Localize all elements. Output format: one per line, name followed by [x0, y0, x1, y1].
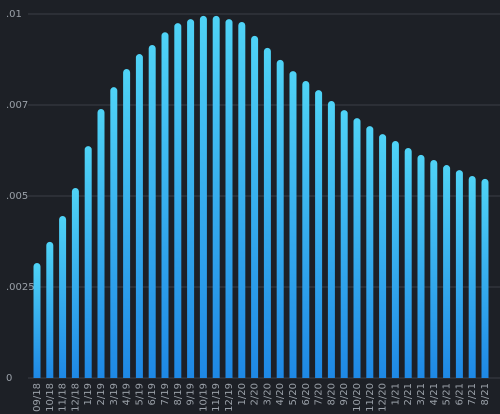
x-tick-label: 11/19	[211, 383, 222, 412]
bar	[161, 32, 169, 378]
x-tick-label: 10/18	[45, 383, 56, 412]
bar	[276, 59, 284, 378]
bar	[148, 44, 156, 378]
x-tick-label: 7/20	[314, 383, 325, 405]
bar	[302, 80, 310, 378]
bar	[481, 178, 489, 378]
x-tick-label: 09/18	[32, 383, 43, 412]
x-tick-label: 10/20	[352, 383, 363, 412]
x-tick-label: 10/19	[198, 383, 209, 412]
x-tick-label: 6/21	[454, 383, 465, 405]
x-tick-label: 6/20	[301, 383, 312, 405]
x-tick-label: 7/19	[160, 383, 171, 405]
x-tick-label: 4/20	[275, 383, 286, 405]
bar	[110, 87, 118, 378]
bar	[443, 165, 451, 378]
bar	[199, 15, 207, 378]
bar	[315, 90, 323, 379]
bar	[327, 100, 335, 379]
y-tick-label: .01	[6, 9, 22, 20]
bar	[33, 262, 41, 378]
bar	[251, 35, 259, 379]
x-tick-label: 3/21	[416, 383, 427, 405]
bar	[238, 22, 246, 379]
x-tick-label: 2/21	[403, 383, 414, 405]
bar	[366, 126, 374, 379]
bar	[212, 15, 220, 378]
x-tick-label: 12/20	[378, 383, 389, 412]
bar	[340, 110, 348, 378]
y-tick-label: .007	[6, 100, 28, 111]
bar	[379, 134, 387, 378]
x-tick-label: 2/20	[250, 383, 261, 405]
x-tick-label: 7/21	[467, 383, 478, 405]
x-tick-label: 12/19	[224, 383, 235, 412]
x-tick-label: 8/19	[173, 383, 184, 405]
x-tick-label: 5/19	[134, 383, 145, 405]
bar	[289, 71, 297, 378]
x-tick-label: 2/19	[96, 383, 107, 405]
bar	[353, 118, 361, 378]
x-tick-label: 8/21	[480, 383, 491, 405]
bar	[187, 19, 195, 378]
x-tick-label: 4/21	[429, 383, 440, 405]
x-tick-label: 11/18	[58, 383, 69, 412]
bar	[263, 47, 271, 379]
x-tick-label: 5/20	[288, 383, 299, 405]
bar	[391, 141, 399, 378]
x-tick-label: 9/19	[186, 383, 197, 405]
bar	[84, 146, 92, 378]
bar	[225, 19, 233, 378]
x-tick-label: 9/20	[339, 383, 350, 405]
bar	[174, 23, 182, 378]
x-tick-label: 3/19	[109, 383, 120, 405]
bar	[46, 241, 54, 378]
bar	[135, 54, 143, 378]
bar	[430, 159, 438, 378]
x-tick-label: 12/18	[70, 383, 81, 412]
x-tick-label: 1/20	[237, 383, 248, 405]
bar	[404, 147, 412, 378]
x-tick-label: 6/19	[147, 383, 158, 405]
bar	[123, 68, 131, 378]
x-tick-label: 1/19	[83, 383, 94, 405]
x-tick-label: 4/19	[122, 383, 133, 405]
bar	[97, 109, 105, 379]
bar	[455, 170, 463, 378]
y-tick-label: 0	[6, 373, 12, 384]
x-tick-label: 5/21	[442, 383, 453, 405]
bar	[417, 154, 425, 378]
x-tick-label: 11/20	[365, 383, 376, 412]
bar	[468, 175, 476, 378]
y-tick-label: .005	[6, 191, 28, 202]
y-tick-label: .0025	[6, 282, 35, 293]
bar	[71, 187, 79, 378]
bar	[59, 216, 67, 378]
x-tick-label: 8/20	[326, 383, 337, 405]
x-tick-label: 1/21	[390, 383, 401, 405]
x-tick-label: 3/20	[262, 383, 273, 405]
